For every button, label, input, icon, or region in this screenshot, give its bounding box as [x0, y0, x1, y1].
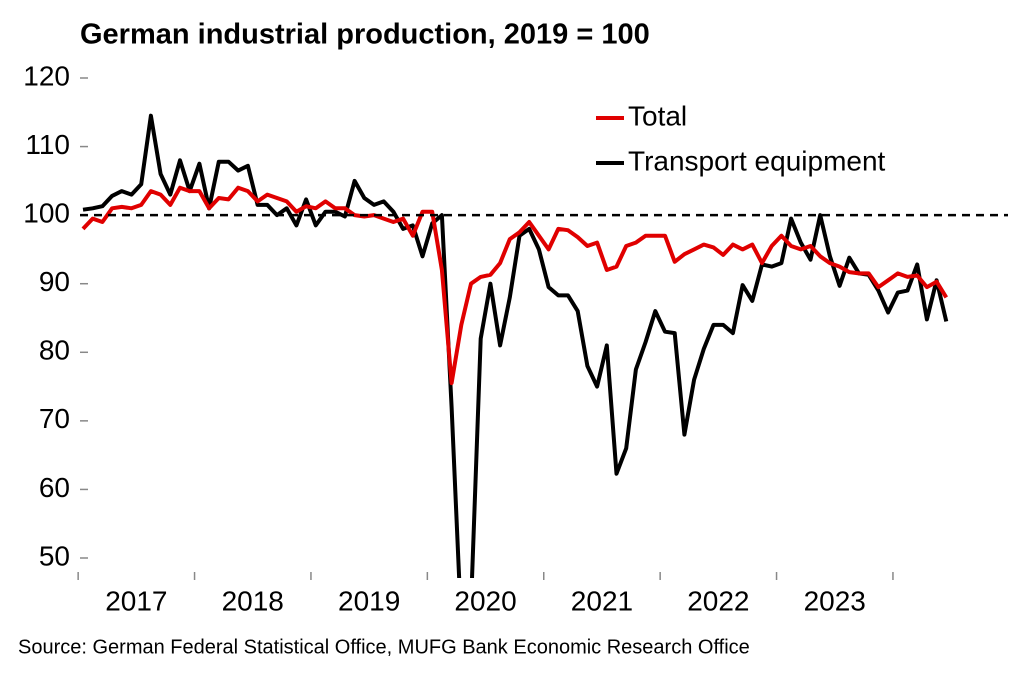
x-tick-label: 2023 [804, 585, 866, 616]
x-tick-label: 2018 [222, 585, 284, 616]
x-tick-label: 2021 [571, 585, 633, 616]
y-tick-label: 60 [39, 472, 70, 503]
y-tick-label: 80 [39, 335, 70, 366]
y-tick-label: 90 [39, 266, 70, 297]
legend-label: Transport equipment [628, 145, 886, 176]
y-tick-label: 50 [39, 540, 70, 571]
x-tick-label: 2022 [687, 585, 749, 616]
y-tick-label: 120 [23, 60, 70, 91]
source: Source: German Federal Statistical Offic… [18, 636, 750, 658]
y-tick-label: 100 [23, 198, 70, 229]
series-line [81, 185, 949, 386]
y-tick-label: 110 [25, 129, 70, 160]
x-tick-label: 2019 [338, 585, 400, 616]
y-tick-label: 70 [39, 403, 70, 434]
legend-label: Total [628, 100, 687, 131]
chart-title: German industrial production, 2019 = 100 [80, 19, 650, 51]
x-tick-label: 2020 [454, 585, 516, 616]
series-line [82, 113, 949, 578]
x-tick-label: 2017 [105, 585, 167, 616]
plot-area [81, 113, 949, 578]
